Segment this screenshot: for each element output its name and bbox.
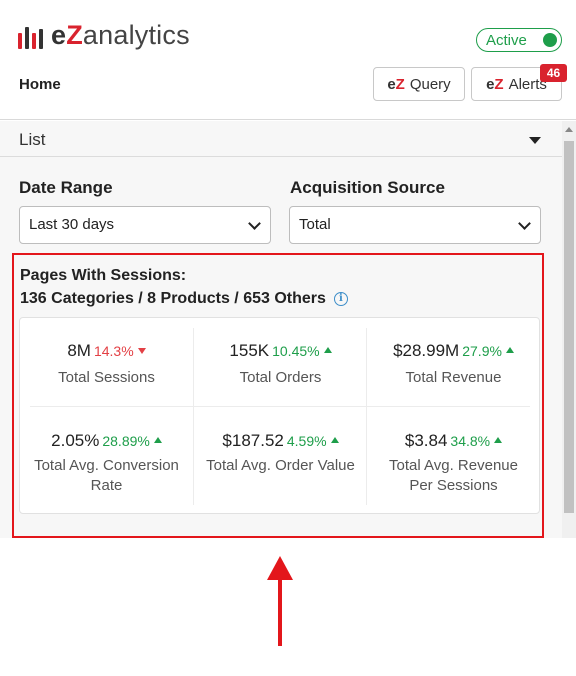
metric-label: Total Sessions [58,369,155,386]
metric-value-line: $187.52 4.59% [194,431,367,451]
metric-label: Total Avg. Conversion Rate [34,457,179,494]
info-icon[interactable]: i [333,292,348,306]
app-header: eZanalytics Active Home eZ Query eZ Aler… [0,0,576,120]
highlight-box [12,253,544,538]
metric-value-line: $3.84 34.8% [367,431,540,451]
metric-value-line: 8M 14.3% [20,341,193,361]
triangle-up-icon [323,346,332,353]
scroll-up-arrow-icon[interactable] [565,127,573,132]
alerts-count-badge: 46 [540,64,567,82]
view-selector-dropdown[interactable]: List [0,121,562,157]
logo-bars-icon [18,23,43,49]
date-range-label: Date Range [19,178,113,197]
ez-query-prefix: eZ [387,75,405,93]
metric-value: $28.99M [393,341,460,360]
ez-query-label: Query [409,75,451,93]
metric-value-line: 155K 10.45% [194,341,367,361]
vertical-scrollbar[interactable] [562,121,576,538]
summary-subtitle: 136 Categories / 8 Products / 653 Others… [20,290,348,308]
ez-alerts-label: Alerts [508,75,547,93]
metric-change: 10.45% [272,343,320,359]
ez-query-button[interactable]: eZ Query [373,67,465,101]
status-label: Active [486,31,527,49]
date-range-select[interactable]: Last 30 days [19,206,271,244]
toggle-knob [543,33,557,47]
metric-change: 27.9% [462,343,502,359]
ez-alerts-prefix: eZ [486,75,504,93]
metric-change: 4.59% [286,433,327,449]
metric-avg-order-value: $187.52 4.59% Total Avg. Order Value [194,415,367,511]
chevron-down-icon [518,217,531,230]
metric-avg-revenue-per-session: $3.84 34.8% Total Avg. Revenue Per Sessio… [367,415,540,511]
metric-label: Total Revenue [405,369,502,386]
metric-value: 155K [229,341,270,360]
metric-label: Total Avg. Revenue Per Sessions [389,457,518,494]
triangle-up-icon [153,436,162,443]
metric-total-revenue: $28.99M 27.9% Total Revenue [367,318,540,414]
triangle-up-icon [330,436,339,443]
caret-down-icon [529,137,541,144]
scroll-thumb[interactable] [564,141,574,513]
metric-total-sessions: 8M 14.3% Total Sessions [20,318,193,414]
metric-label: Total Avg. Order Value [206,457,355,474]
column-divider [193,328,194,505]
view-selector-label: List [19,130,46,149]
metric-change: 34.8% [450,433,491,449]
metric-value-line: $28.99M 27.9% [367,341,540,361]
triangle-down-icon [137,347,146,354]
metric-value-line: 2.05% 28.89% [20,431,193,451]
date-range-value: Last 30 days [29,216,115,233]
metric-value: $3.84 [404,431,448,450]
active-status-toggle[interactable]: Active [476,28,562,52]
acquisition-source-label: Acquisition Source [290,178,445,197]
metric-total-orders: 155K 10.45% Total Orders [194,318,367,414]
metric-change: 28.89% [102,433,150,449]
acquisition-source-select[interactable]: Total [289,206,541,244]
red-arrow-up-icon [267,556,293,646]
metric-change: 14.3% [93,343,134,359]
acquisition-source-value: Total [299,216,331,233]
metric-value: 2.05% [51,431,100,450]
metric-value: 8M [67,341,91,360]
logo-wordmark: eZanalytics [51,20,190,50]
row-divider [30,406,530,407]
ezanalytics-logo[interactable]: eZanalytics [18,20,190,51]
triangle-up-icon [505,346,514,353]
column-divider [366,328,367,505]
metric-label: Total Orders [239,369,322,386]
metrics-grid: 8M 14.3% Total Sessions 155K 10.45% Total … [19,317,540,514]
metric-value: $187.52 [222,431,284,450]
chevron-down-icon [248,217,261,230]
home-link[interactable]: Home [19,76,61,93]
summary-title: Pages With Sessions: [20,267,187,284]
triangle-up-icon [494,436,503,443]
metric-avg-conversion-rate: 2.05% 28.89% Total Avg. Conversion Rate [20,415,193,511]
summary-counts: 136 Categories / 8 Products / 653 Others [20,290,326,307]
